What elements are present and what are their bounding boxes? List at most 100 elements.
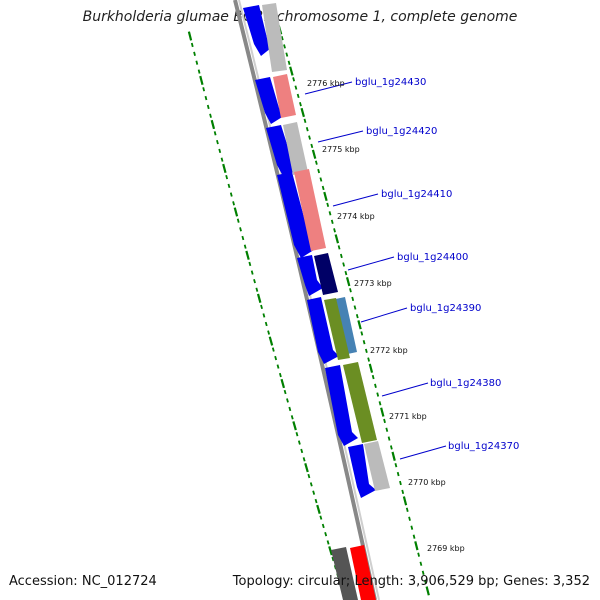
minor-tick bbox=[267, 330, 270, 335]
blue-gene-arrow[interactable] bbox=[277, 172, 317, 258]
minor-tick bbox=[305, 127, 309, 132]
minor-tick bbox=[389, 445, 393, 450]
minor-tick bbox=[283, 389, 287, 395]
blue-gene-arrow[interactable] bbox=[325, 365, 358, 446]
major-tick bbox=[368, 363, 374, 373]
major-tick bbox=[199, 75, 204, 86]
gray-gene-block[interactable] bbox=[283, 122, 308, 175]
olive-gene-block[interactable] bbox=[324, 298, 350, 360]
major-tick bbox=[289, 66, 294, 76]
minor-tick bbox=[337, 245, 341, 250]
gene-label[interactable]: bglu_1g24370 bbox=[448, 441, 519, 452]
minor-tick bbox=[412, 534, 416, 539]
minor-tick bbox=[285, 52, 289, 57]
major-tick bbox=[328, 546, 333, 556]
minor-tick bbox=[297, 440, 301, 445]
minor-tick bbox=[349, 288, 352, 293]
minor-tick bbox=[299, 102, 302, 107]
genes-value: 3,352 bbox=[552, 574, 590, 589]
minor-tick bbox=[204, 95, 208, 101]
kbp-label: 2772 kbp bbox=[370, 346, 408, 355]
major-tick bbox=[323, 191, 328, 202]
gene-label[interactable]: bglu_1g24410 bbox=[381, 189, 452, 200]
minor-tick bbox=[216, 139, 219, 145]
dark-gray-gene-block[interactable] bbox=[331, 547, 358, 600]
major-tick bbox=[245, 250, 250, 260]
minor-tick bbox=[387, 436, 391, 441]
minor-tick bbox=[290, 415, 294, 420]
minor-tick bbox=[271, 347, 275, 352]
minor-tick bbox=[319, 177, 323, 182]
minor-tick bbox=[209, 113, 212, 118]
inner-tick-ring bbox=[277, 25, 430, 596]
olive-gene-block[interactable] bbox=[343, 362, 377, 443]
minor-tick bbox=[213, 131, 217, 136]
forward-strand-genes bbox=[262, 3, 390, 600]
pink-gene-block[interactable] bbox=[273, 74, 296, 118]
gene-label[interactable]: bglu_1g24390 bbox=[410, 303, 481, 314]
kbp-label: 2773 kbp bbox=[354, 279, 392, 288]
minor-tick bbox=[401, 489, 405, 495]
minor-tick bbox=[424, 579, 427, 585]
minor-tick bbox=[280, 36, 284, 41]
gene-label[interactable]: bglu_1g24400 bbox=[397, 252, 468, 263]
minor-tick bbox=[220, 157, 224, 162]
major-tick bbox=[425, 586, 430, 596]
minor-tick bbox=[314, 498, 318, 504]
gene-label[interactable]: bglu_1g24430 bbox=[355, 77, 426, 88]
minor-tick bbox=[371, 374, 375, 380]
minor-tick bbox=[360, 331, 364, 336]
gray-gene-block[interactable] bbox=[262, 3, 287, 72]
outer-tick-ring bbox=[187, 31, 345, 597]
major-tick bbox=[292, 421, 297, 431]
major-tick bbox=[222, 163, 227, 174]
minor-tick bbox=[314, 160, 318, 165]
gene-label[interactable]: bglu_1g24420 bbox=[366, 126, 437, 137]
minor-tick bbox=[288, 406, 292, 412]
minor-tick bbox=[283, 44, 286, 49]
blue-gene-arrow[interactable] bbox=[266, 125, 299, 178]
genome-stats: Topology: circular; Length: 3,906,529 bp… bbox=[232, 574, 590, 589]
minor-tick bbox=[243, 244, 247, 249]
blue-gene-arrow[interactable] bbox=[255, 77, 287, 124]
minor-tick bbox=[278, 372, 282, 378]
minor-tick bbox=[295, 431, 299, 437]
major-tick bbox=[280, 378, 286, 389]
accession-label: Accession: bbox=[9, 574, 78, 589]
gene-label[interactable]: bglu_1g24380 bbox=[430, 378, 501, 389]
topology-value: circular bbox=[297, 574, 346, 589]
minor-tick bbox=[394, 463, 398, 468]
accession-value: NC_012724 bbox=[81, 574, 157, 589]
blue-gene-arrow[interactable] bbox=[297, 255, 323, 296]
minor-tick bbox=[236, 218, 240, 223]
major-tick bbox=[256, 293, 262, 303]
blue-gene-arrow[interactable] bbox=[307, 297, 339, 364]
minor-tick bbox=[399, 480, 402, 486]
minor-tick bbox=[419, 561, 423, 566]
minor-tick bbox=[202, 87, 206, 92]
minor-tick bbox=[421, 570, 425, 575]
navy-gene-block[interactable] bbox=[314, 253, 338, 295]
minor-tick bbox=[317, 168, 321, 174]
minor-tick bbox=[310, 143, 314, 149]
minor-tick bbox=[276, 364, 280, 369]
red-gene-block[interactable] bbox=[350, 545, 376, 600]
minor-tick bbox=[206, 104, 210, 110]
kbp-label: 2771 kbp bbox=[389, 412, 427, 421]
minor-tick bbox=[218, 148, 222, 154]
gray-gene-block[interactable] bbox=[364, 441, 390, 491]
gene-labels: bglu_1g24430 bglu_1g24420 bglu_1g24410 b… bbox=[355, 77, 519, 452]
major-tick bbox=[233, 207, 239, 217]
minor-tick bbox=[193, 51, 196, 56]
major-tick bbox=[402, 496, 408, 506]
major-tick bbox=[334, 234, 340, 244]
minor-tick bbox=[308, 135, 311, 140]
minor-tick bbox=[331, 556, 335, 562]
reverse-strand-genes bbox=[243, 5, 376, 498]
chromosome-backbone bbox=[233, 0, 377, 600]
position-labels: 2776 kbp 2775 kbp 2774 kbp 2773 kbp 2772… bbox=[307, 79, 465, 553]
pink-gene-block[interactable] bbox=[294, 169, 326, 251]
blue-gene-arrow[interactable] bbox=[348, 444, 376, 498]
minor-tick bbox=[410, 525, 414, 530]
